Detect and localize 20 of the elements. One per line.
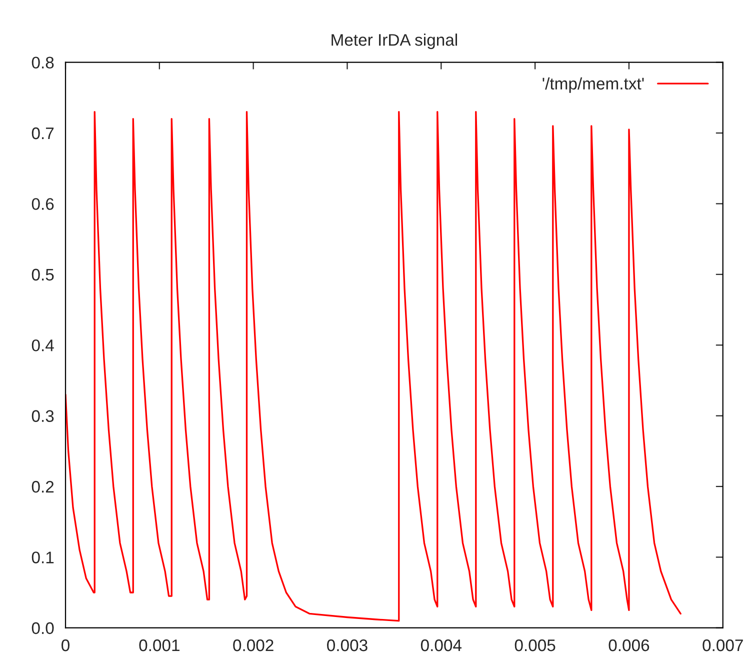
y-tick-label: 0.5 [32,268,54,281]
x-tick-label: 0.006 [608,639,650,652]
x-tick-label: 0.005 [514,639,556,652]
y-tick-label: 0.1 [32,552,54,564]
y-tick-label: 0.2 [32,480,54,493]
y-tick-label: 0.6 [32,198,54,210]
legend-label: '/tmp/mem.txt' [542,77,644,93]
x-tick-label: 0 [62,639,70,652]
chart-title: Meter IrDA signal [332,34,457,50]
y-tick-label: 0.0 [32,622,54,634]
y-tick-label: 0.4 [32,339,54,352]
line-series [66,110,682,622]
x-tick-label: 0.001 [139,639,180,652]
x-tick-label: 0.003 [327,639,368,652]
x-tick-label: 0.002 [233,639,274,652]
x-tick-label: 0.007 [702,639,743,652]
y-tick-label: 0.3 [32,410,54,422]
y-tick-label: 0.7 [32,127,54,140]
x-tick-label: 0.004 [420,639,462,652]
y-tick-label: 0.8 [32,56,54,69]
